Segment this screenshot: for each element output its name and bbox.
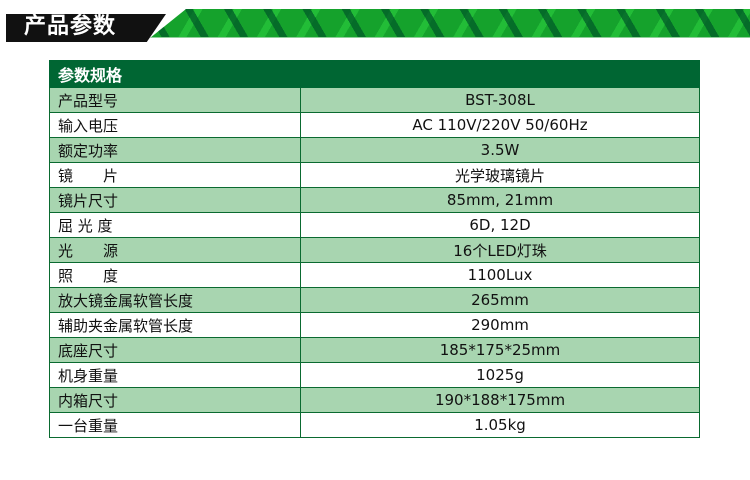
table-row: 输入电压 AC 110V/220V 50/60Hz: [49, 112, 700, 138]
spec-value: 190*188*175mm: [300, 387, 700, 413]
spec-value: 185*175*25mm: [300, 337, 700, 363]
spec-label: 镜片尺寸: [49, 187, 301, 213]
table-row: 镜片尺寸 85mm, 21mm: [49, 187, 700, 213]
spec-label: 一台重量: [49, 412, 301, 438]
table-row: 内箱尺寸 190*188*175mm: [49, 387, 700, 413]
spec-label: 底座尺寸: [49, 337, 301, 363]
spec-value: 光学玻璃镜片: [300, 162, 700, 188]
spec-value: 1.05kg: [300, 412, 700, 438]
spec-label: 机身重量: [49, 362, 301, 388]
table-row: 机身重量 1025g: [49, 362, 700, 388]
spec-value: 16个LED灯珠: [300, 237, 700, 263]
spec-table-header: 参数规格: [49, 60, 700, 88]
spec-value: 1100Lux: [300, 262, 700, 288]
spec-value: 3.5W: [300, 137, 700, 163]
table-row: 底座尺寸 185*175*25mm: [49, 337, 700, 363]
table-row: 放大镜金属软管长度 265mm: [49, 287, 700, 313]
spec-label: 辅助夹金属软管长度: [49, 312, 301, 338]
spec-value: 85mm, 21mm: [300, 187, 700, 213]
spec-value: 1025g: [300, 362, 700, 388]
spec-value: 290mm: [300, 312, 700, 338]
table-row: 光 源 16个LED灯珠: [49, 237, 700, 263]
spec-value: BST-308L: [300, 87, 700, 113]
table-row: 照 度 1100Lux: [49, 262, 700, 288]
section-title: 产品参数: [24, 14, 117, 39]
spec-label: 镜 片: [49, 162, 301, 188]
spec-table: 参数规格 产品型号 BST-308L 输入电压 AC 110V/220V 50/60H…: [49, 60, 700, 438]
table-row: 额定功率 3.5W: [49, 137, 700, 163]
spec-label: 放大镜金属软管长度: [49, 287, 301, 313]
spec-label: 产品型号: [49, 87, 301, 113]
spec-label: 内箱尺寸: [49, 387, 301, 413]
table-row: 产品型号 BST-308L: [49, 87, 700, 113]
spec-label: 输入电压: [49, 112, 301, 138]
table-row: 一台重量 1.05kg: [49, 412, 700, 438]
table-row: 辅助夹金属软管长度 290mm: [49, 312, 700, 338]
spec-label: 屈 光 度: [49, 212, 301, 238]
spec-label: 光 源: [49, 237, 301, 263]
spec-label: 额定功率: [49, 137, 301, 163]
spec-value: 265mm: [300, 287, 700, 313]
table-row: 屈 光 度 6D, 12D: [49, 212, 700, 238]
spec-label: 照 度: [49, 262, 301, 288]
table-row: 镜 片光学玻璃镜片: [49, 162, 700, 188]
spec-value: 6D, 12D: [300, 212, 700, 238]
section-banner: [6, 14, 166, 42]
spec-value: AC 110V/220V 50/60Hz: [300, 112, 700, 138]
decorative-pattern-band: [150, 9, 750, 38]
